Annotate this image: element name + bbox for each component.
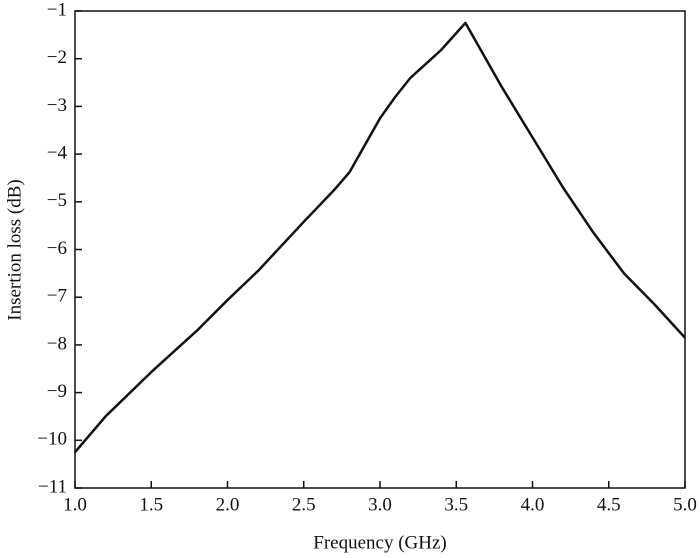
- plot-frame: [74, 10, 686, 489]
- y-axis-label: Insertion loss (dB): [4, 179, 25, 320]
- x-axis-label: Frequency (GHz): [313, 532, 446, 553]
- y-tick-label: −6: [47, 238, 67, 259]
- y-tick-label: −9: [47, 381, 67, 402]
- y-tick-label: −7: [47, 286, 67, 307]
- y-tick-label: −2: [47, 47, 67, 68]
- x-tick-label: 3.0: [368, 494, 392, 515]
- data-line: [74, 21, 686, 454]
- y-tick-label: −11: [38, 476, 67, 497]
- x-tick-label: 4.5: [597, 494, 621, 515]
- x-tick-label: 1.0: [63, 494, 87, 515]
- x-tick-label: 1.5: [139, 494, 163, 515]
- y-tick-label: −5: [47, 190, 67, 211]
- x-tick-label: 5.0: [673, 494, 697, 515]
- x-tick-label: 2.0: [216, 494, 240, 515]
- y-tick-label: −3: [47, 95, 67, 116]
- y-tick-label: −10: [37, 429, 67, 450]
- x-tick-label: 3.5: [444, 494, 468, 515]
- y-tick-label: −1: [47, 0, 67, 20]
- y-tick-label: −4: [47, 142, 68, 163]
- y-tick-label: −8: [47, 333, 67, 354]
- x-tick-label: 2.5: [292, 494, 316, 515]
- x-tick-label: 4.0: [521, 494, 545, 515]
